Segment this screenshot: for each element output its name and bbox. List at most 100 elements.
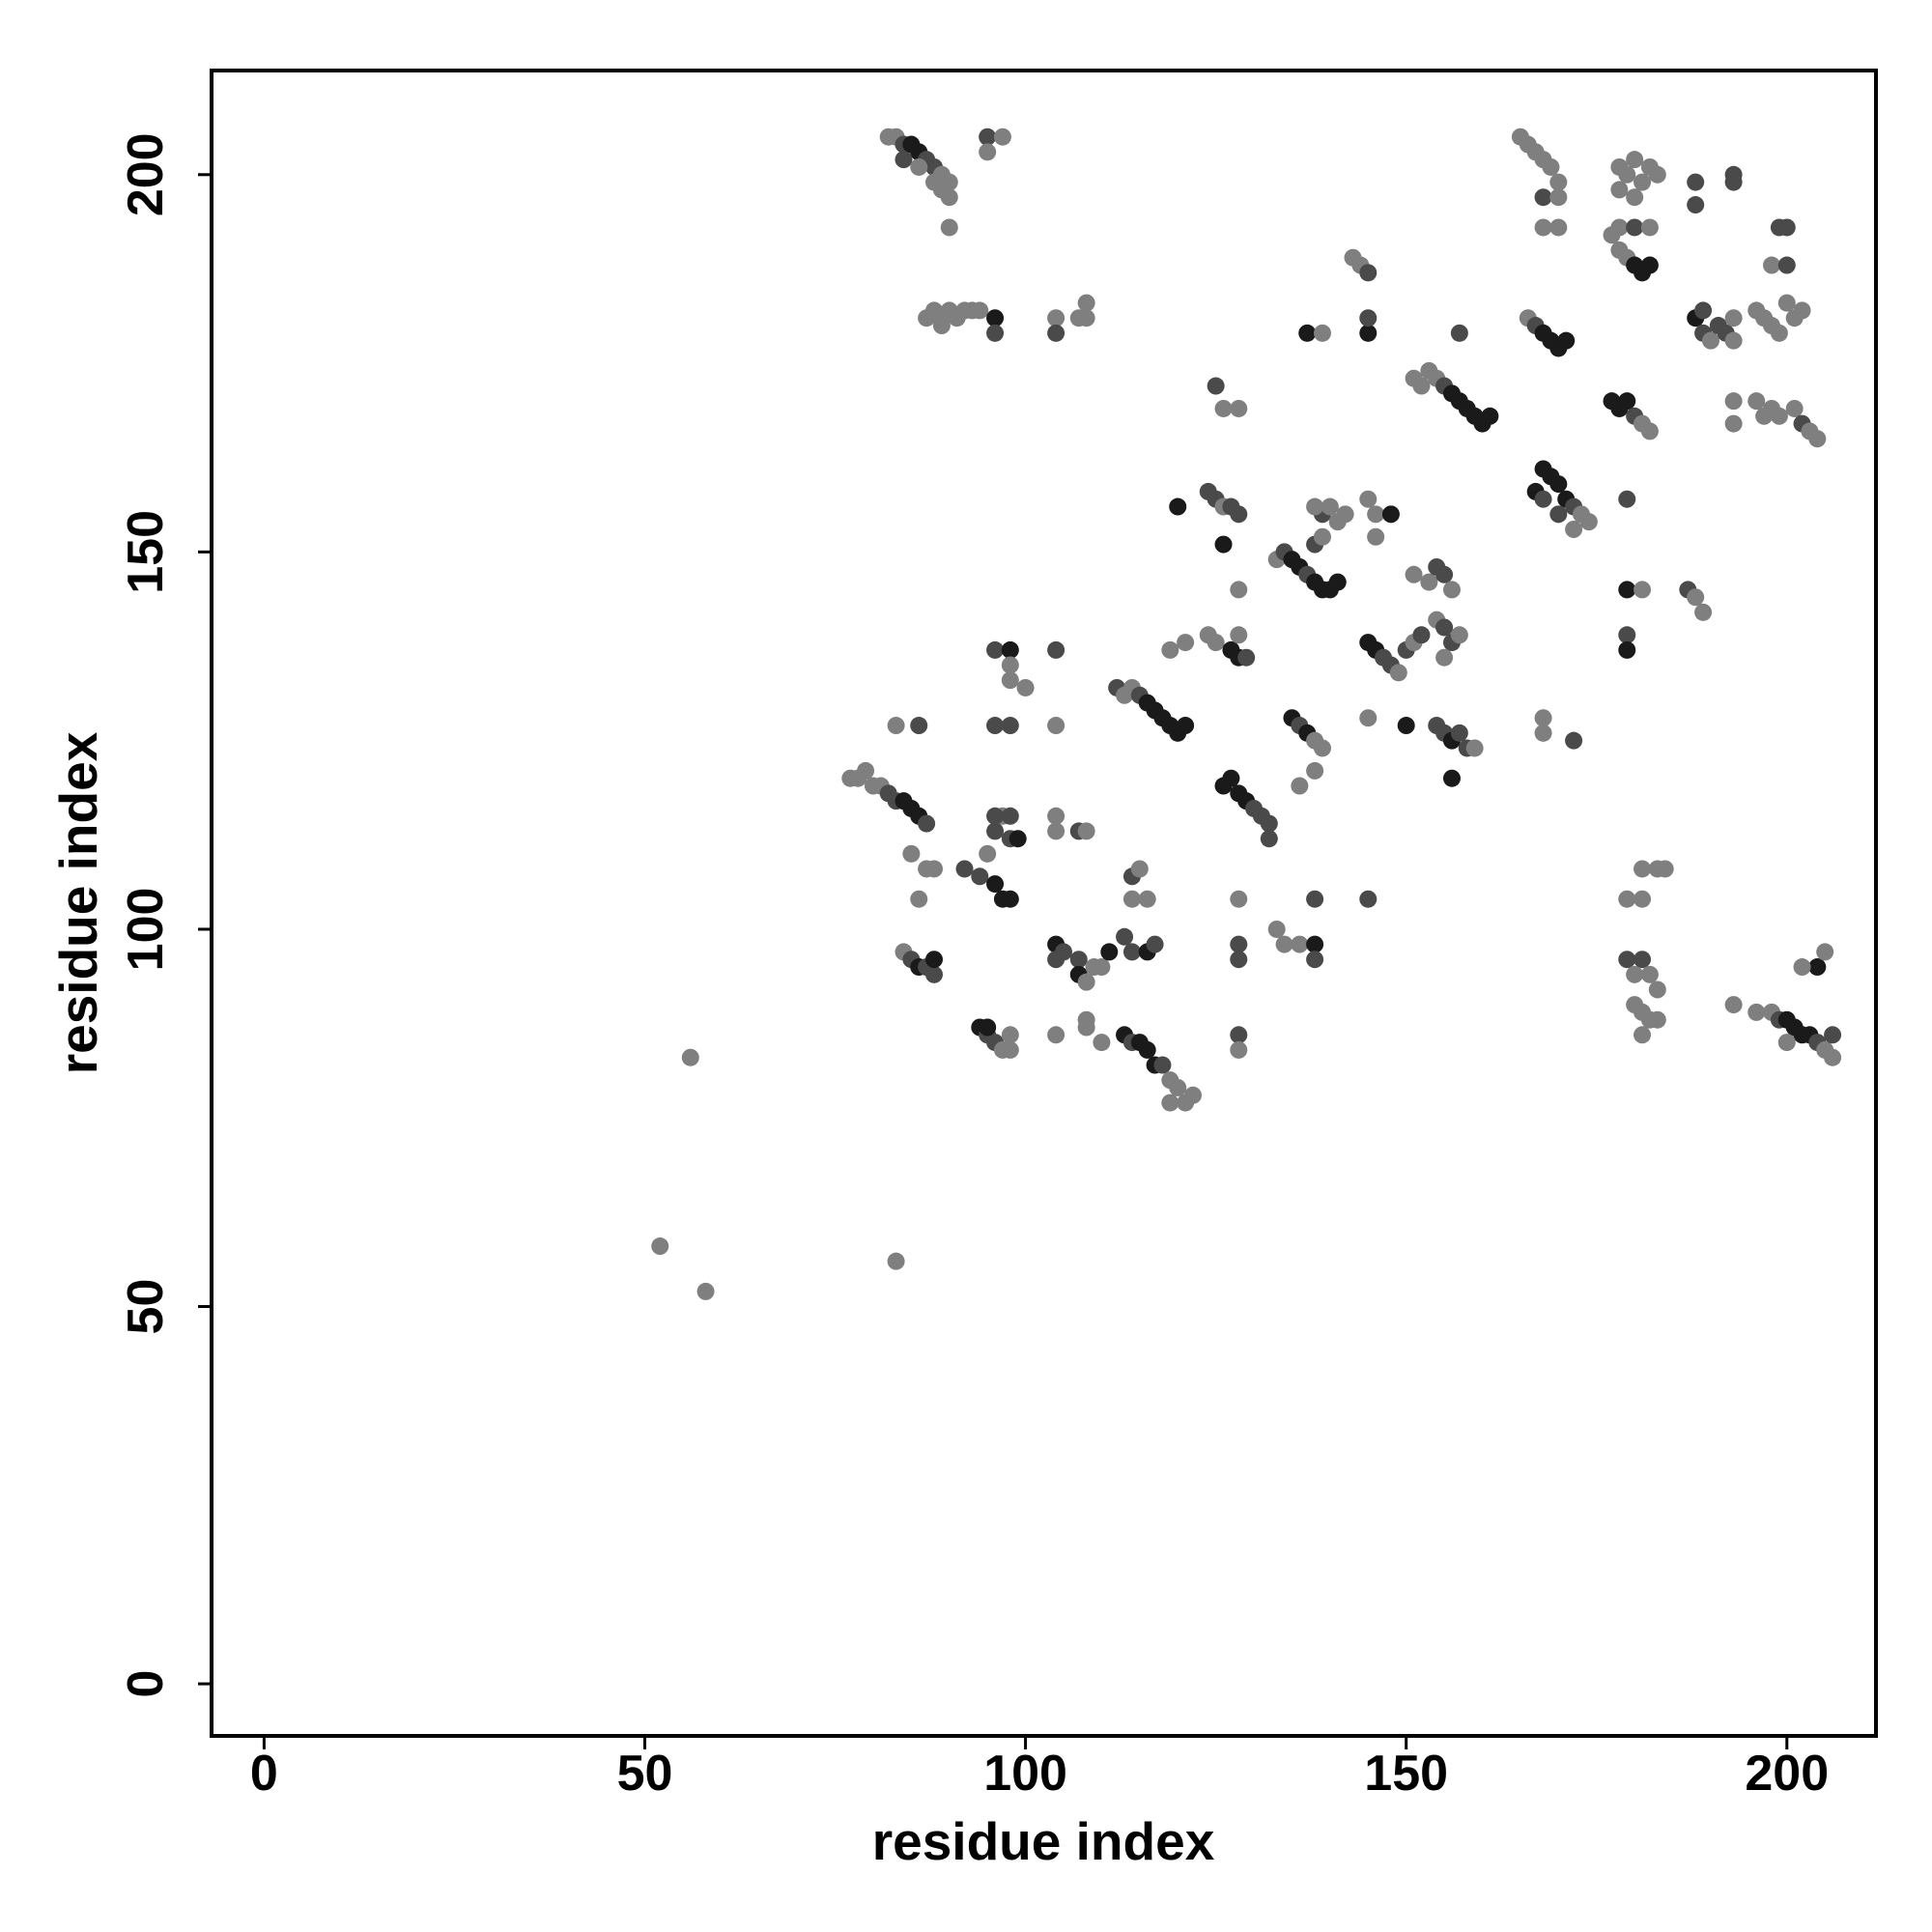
point xyxy=(1648,1010,1666,1029)
point xyxy=(1298,324,1317,342)
point xyxy=(1047,951,1065,969)
point xyxy=(1260,830,1278,848)
point xyxy=(1626,188,1644,207)
point xyxy=(1634,890,1652,908)
point xyxy=(1687,173,1705,191)
point xyxy=(1435,648,1454,667)
point xyxy=(1763,256,1781,274)
point xyxy=(1267,920,1286,938)
point xyxy=(1161,1094,1179,1112)
point xyxy=(932,317,951,335)
point xyxy=(1777,256,1796,274)
point xyxy=(1634,173,1652,191)
point xyxy=(979,844,997,863)
point xyxy=(1579,513,1598,531)
point xyxy=(1618,581,1636,599)
point xyxy=(1640,256,1659,274)
point xyxy=(1177,717,1195,735)
point xyxy=(1047,309,1065,327)
point xyxy=(1207,377,1225,395)
point xyxy=(1634,581,1652,599)
point xyxy=(887,717,905,735)
point xyxy=(1260,814,1278,833)
point xyxy=(1306,761,1324,780)
point xyxy=(1146,935,1164,953)
point xyxy=(1313,527,1331,546)
point xyxy=(1534,709,1552,727)
point xyxy=(1534,218,1552,237)
point xyxy=(1313,324,1331,342)
point xyxy=(1047,324,1065,342)
point xyxy=(1626,151,1644,169)
point xyxy=(986,309,1005,327)
point xyxy=(1549,188,1568,207)
point xyxy=(1634,1026,1652,1044)
point xyxy=(1237,648,1256,667)
point xyxy=(1549,505,1568,524)
point xyxy=(1077,1018,1095,1037)
point xyxy=(1785,399,1804,417)
point xyxy=(1230,626,1248,644)
point xyxy=(979,128,997,146)
point xyxy=(1435,565,1454,583)
point xyxy=(1534,490,1552,508)
point xyxy=(1724,996,1743,1014)
point xyxy=(1687,196,1705,214)
point xyxy=(1648,980,1666,999)
point xyxy=(1724,331,1743,350)
point xyxy=(1634,951,1652,969)
point xyxy=(1230,951,1248,969)
point xyxy=(1313,739,1331,757)
point xyxy=(1359,709,1378,727)
point xyxy=(1824,1048,1842,1066)
point xyxy=(1230,1026,1248,1044)
point xyxy=(681,1048,699,1066)
point xyxy=(1153,1056,1172,1074)
point xyxy=(910,890,928,908)
point xyxy=(1618,626,1636,644)
point xyxy=(986,807,1005,825)
point xyxy=(940,218,958,237)
point xyxy=(1724,392,1743,411)
point xyxy=(696,1282,715,1300)
point xyxy=(1230,935,1248,953)
point xyxy=(1542,157,1560,176)
x-tick-label: 150 xyxy=(1364,1746,1448,1802)
point xyxy=(1777,218,1796,237)
point xyxy=(1306,935,1324,953)
point xyxy=(1450,324,1468,342)
point xyxy=(1435,618,1454,637)
point xyxy=(1321,497,1339,516)
point xyxy=(1724,309,1743,327)
point xyxy=(1093,958,1111,977)
point xyxy=(910,717,928,735)
point xyxy=(1336,505,1354,524)
point xyxy=(1381,505,1400,524)
point xyxy=(1275,935,1293,953)
point xyxy=(932,181,951,199)
point xyxy=(1640,218,1659,237)
x-tick-label: 200 xyxy=(1745,1746,1829,1802)
point xyxy=(1122,943,1141,961)
point xyxy=(1359,324,1378,342)
point xyxy=(1116,927,1134,946)
point xyxy=(1557,331,1576,350)
point xyxy=(1397,717,1415,735)
point xyxy=(1610,181,1629,199)
x-tick-label: 50 xyxy=(617,1746,673,1802)
point xyxy=(1777,294,1796,312)
point xyxy=(1047,807,1065,825)
point xyxy=(1001,807,1019,825)
point xyxy=(1214,535,1233,554)
point xyxy=(1138,890,1156,908)
point xyxy=(993,128,1011,146)
point xyxy=(986,640,1005,659)
point xyxy=(1724,173,1743,191)
point xyxy=(1793,958,1811,977)
point xyxy=(1618,890,1636,908)
point xyxy=(986,875,1005,894)
point xyxy=(1169,1078,1187,1096)
point xyxy=(1534,724,1552,742)
point xyxy=(1222,769,1240,787)
